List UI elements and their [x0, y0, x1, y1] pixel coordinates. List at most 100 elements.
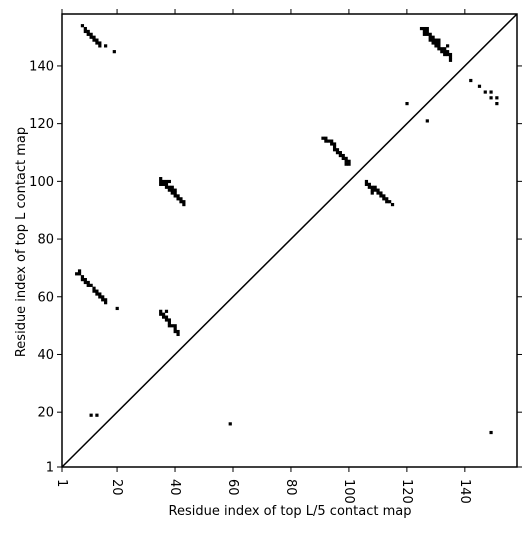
x-tick-label: 80 [283, 479, 298, 496]
contact-cell [425, 26, 429, 31]
contact-cell [176, 197, 180, 201]
contact-cell [373, 188, 377, 192]
contact-cell [159, 177, 163, 181]
contact-cell [176, 332, 180, 337]
contact-cell [164, 182, 169, 186]
contact-cell [376, 191, 380, 195]
contact-cell [338, 151, 342, 155]
contact-cell [159, 312, 163, 316]
contact-cell [86, 283, 90, 287]
contact-cell [112, 50, 116, 54]
contact-cell [173, 329, 177, 334]
contact-cell [448, 58, 453, 62]
contact-cell [98, 292, 102, 296]
contact-cell [495, 102, 499, 106]
contact-cell [98, 44, 102, 48]
y-tick-label: 140 [29, 59, 54, 74]
contact-cell [367, 182, 371, 186]
y-tick-label: 20 [37, 406, 54, 421]
contact-cell [83, 278, 87, 282]
contact-cell [330, 139, 334, 143]
contact-cell [437, 41, 441, 45]
contact-cell [83, 280, 87, 285]
contact-cell [77, 272, 82, 276]
contact-cell [443, 50, 447, 54]
contact-cell [164, 179, 169, 184]
x-tick-label: 140 [457, 479, 472, 504]
contact-cell [344, 162, 348, 166]
contact-cell [440, 50, 444, 54]
contact-cell [385, 200, 389, 204]
contact-cell [335, 148, 340, 152]
contact-cell [167, 324, 171, 328]
contacts-layer [75, 24, 499, 435]
contact-cell [179, 200, 183, 204]
contact-cell [367, 185, 371, 189]
contact-cell [173, 191, 177, 195]
contact-cell [428, 32, 432, 36]
contact-cell [324, 136, 328, 140]
contact-cell [422, 32, 427, 36]
contact-cell [469, 78, 473, 83]
contact-cell [80, 278, 85, 282]
contact-cell [440, 47, 444, 51]
contact-cell [101, 295, 105, 299]
contact-cell [161, 179, 166, 184]
contact-cell [89, 35, 93, 39]
x-tick-label: 60 [225, 479, 240, 496]
contact-cell [425, 119, 429, 123]
contact-cell [446, 50, 450, 54]
contact-cell [161, 315, 166, 319]
contact-cell [422, 26, 427, 31]
contact-cell [483, 90, 487, 94]
contact-cell [364, 182, 369, 186]
contact-cell [428, 38, 432, 42]
contact-cell [170, 185, 174, 189]
contact-cell [434, 41, 438, 45]
contact-cell [77, 269, 82, 273]
contact-cell [324, 139, 328, 143]
contact-cell [431, 35, 435, 39]
contact-cell [161, 182, 166, 186]
contact-cell [173, 194, 177, 198]
contact-cell [385, 197, 389, 201]
y-tick-label: 120 [29, 117, 54, 132]
contact-cell [370, 188, 374, 192]
contact-cell [83, 26, 87, 31]
contact-cell [347, 162, 351, 166]
contact-cell [327, 139, 331, 143]
contact-cell [86, 32, 90, 36]
contact-cell [170, 188, 174, 192]
contact-cell [92, 286, 96, 290]
contact-cell [376, 188, 380, 192]
x-tick-label: 1 [54, 479, 69, 487]
contact-cell [159, 182, 163, 186]
contact-cell [95, 289, 99, 293]
contact-cell [364, 179, 369, 184]
contact-cell [419, 26, 424, 31]
contact-cell [170, 324, 174, 328]
contact-cell [477, 84, 482, 88]
contact-cell [489, 430, 493, 435]
contact-cell [173, 327, 177, 331]
contact-cell [425, 32, 429, 36]
contact-cell [489, 96, 493, 100]
x-tick-label: 120 [399, 479, 414, 504]
contact-cell [437, 38, 441, 42]
contact-cell [330, 142, 334, 146]
contact-cell [176, 329, 180, 334]
x-tick-label: 100 [341, 479, 356, 504]
contact-cell [80, 24, 85, 28]
plot-frame [61, 13, 518, 468]
contact-cell [332, 142, 337, 146]
contact-cell [167, 321, 171, 325]
contact-cell [164, 315, 169, 319]
contact-cell [167, 318, 171, 322]
contact-cell [89, 32, 93, 36]
contact-cell [182, 202, 186, 207]
diagonal-line [61, 13, 518, 468]
contact-cell [379, 191, 383, 195]
contact-cell [443, 52, 447, 57]
contact-cell [167, 179, 171, 184]
